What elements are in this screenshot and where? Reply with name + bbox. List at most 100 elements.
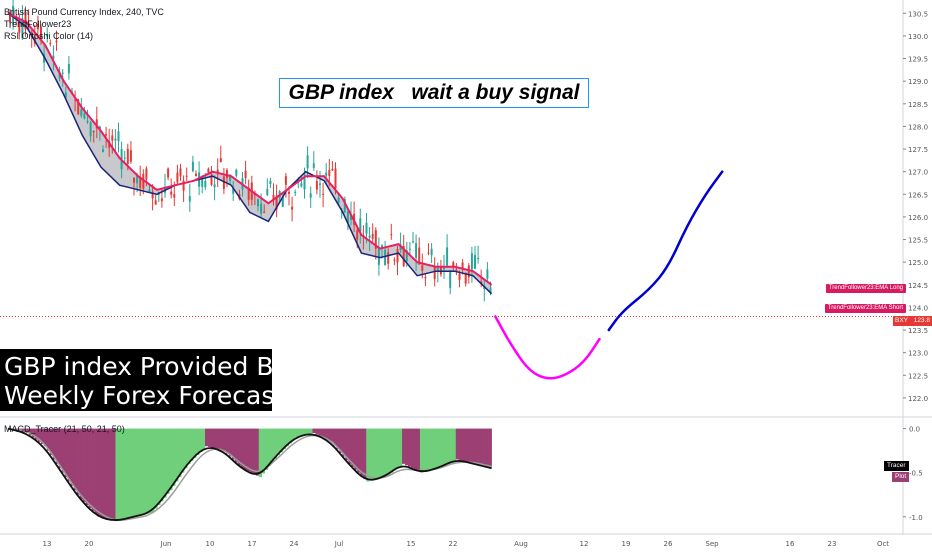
macd-bar bbox=[55, 428, 60, 464]
candle-body bbox=[80, 109, 83, 116]
macd-bar bbox=[324, 428, 328, 439]
macd-bar bbox=[103, 428, 107, 519]
candle-body bbox=[408, 248, 411, 250]
indicator-trendfollower-label[interactable]: TrendFollower23 bbox=[4, 19, 72, 29]
macd-bar bbox=[396, 428, 400, 469]
macd-bar bbox=[282, 428, 286, 450]
macd-bar bbox=[405, 428, 409, 466]
candle-body bbox=[176, 172, 179, 183]
macd-bar bbox=[46, 428, 51, 451]
macd-bar bbox=[327, 428, 331, 441]
candle-body bbox=[402, 246, 405, 267]
macd-bar bbox=[351, 428, 355, 467]
macd-bar bbox=[455, 428, 460, 460]
candle-body bbox=[455, 269, 458, 272]
candle-body bbox=[315, 181, 318, 190]
symbol-label: BXY bbox=[895, 317, 908, 324]
macd-bar bbox=[300, 428, 304, 436]
candle-body bbox=[160, 198, 163, 202]
macd-bar bbox=[354, 428, 358, 470]
ema-long-line bbox=[7, 12, 493, 286]
candle-body bbox=[201, 177, 204, 187]
macd-bar bbox=[315, 428, 319, 435]
macd-bar bbox=[97, 428, 101, 517]
x-tick-label: Jul bbox=[334, 540, 344, 548]
y-tick-label: 129.5 bbox=[908, 56, 928, 64]
candle-body bbox=[300, 183, 303, 187]
candle-body bbox=[52, 55, 55, 59]
macd-bar bbox=[124, 428, 128, 519]
indicator-rsi-label[interactable]: RSI Ortoshi Color (14) bbox=[4, 31, 94, 41]
macd-bar bbox=[172, 428, 176, 486]
macd-bar bbox=[231, 428, 236, 460]
candle-body bbox=[356, 230, 359, 240]
candle-body bbox=[142, 173, 145, 189]
candle-body bbox=[126, 148, 129, 164]
macd-bar bbox=[40, 428, 45, 445]
candle-body bbox=[415, 243, 418, 258]
macd-bar bbox=[431, 428, 436, 470]
macd-bar bbox=[294, 428, 298, 438]
macd-bar bbox=[440, 428, 445, 467]
candle-body bbox=[136, 175, 139, 184]
macd-bar bbox=[187, 428, 191, 464]
macd-bar bbox=[154, 428, 158, 509]
macd-bar bbox=[428, 428, 433, 471]
x-tick-label: Oct bbox=[877, 540, 889, 548]
y-tick-label: 123.0 bbox=[908, 350, 928, 358]
candle-body bbox=[151, 191, 154, 199]
macd-bar bbox=[461, 428, 466, 461]
candle-body bbox=[337, 197, 340, 203]
y-tick-label: 125.5 bbox=[908, 237, 928, 245]
candle-body bbox=[9, 12, 11, 23]
macd-bar bbox=[318, 428, 322, 436]
macd-bar bbox=[234, 428, 239, 463]
last-price-label: 123.8 bbox=[913, 317, 930, 324]
x-tick-label: 10 bbox=[206, 540, 215, 548]
macd-bar bbox=[202, 428, 206, 450]
macd-bar bbox=[342, 428, 346, 457]
macd-bar bbox=[181, 428, 185, 473]
x-tick-label: 19 bbox=[622, 540, 631, 548]
candle-body bbox=[213, 184, 216, 188]
x-tick-label: 16 bbox=[786, 540, 795, 548]
x-tick-label: Jun bbox=[160, 540, 172, 548]
candle-body bbox=[452, 262, 455, 267]
macd-bar bbox=[58, 428, 63, 469]
y-tick-label: 130.5 bbox=[908, 10, 928, 18]
macd-bar bbox=[348, 428, 352, 464]
macd-bar bbox=[49, 428, 54, 456]
y-tick-label: 126.0 bbox=[908, 214, 928, 222]
x-tick-label: 15 bbox=[407, 540, 416, 548]
candle-body bbox=[306, 155, 309, 169]
candle-body bbox=[359, 218, 362, 232]
y-tick-label: 123.5 bbox=[908, 327, 928, 335]
macd-bar bbox=[425, 428, 430, 472]
callout-buy-signal[interactable]: GBP index wait a buy signal bbox=[279, 78, 589, 108]
candle-body bbox=[340, 211, 343, 213]
candle-body bbox=[117, 131, 120, 142]
x-tick-label: 23 bbox=[828, 540, 837, 548]
macd-histogram bbox=[8, 428, 492, 522]
macd-bar bbox=[458, 428, 463, 461]
macd-bar bbox=[157, 428, 161, 506]
macd-bar bbox=[273, 428, 277, 459]
macd-bar bbox=[408, 428, 412, 467]
macd-bar bbox=[249, 428, 254, 473]
candle-body bbox=[269, 180, 272, 184]
candle-body bbox=[219, 158, 222, 163]
candle-body bbox=[46, 34, 49, 37]
macd-pane-title[interactable]: MACD_Tracer (21, 50, 21, 50) bbox=[4, 424, 125, 434]
candle-body bbox=[21, 18, 24, 39]
macd-bar bbox=[37, 428, 42, 442]
macd-bar bbox=[330, 428, 334, 442]
macd-bar bbox=[333, 428, 337, 446]
candle-body bbox=[381, 245, 383, 249]
macd-bar bbox=[291, 428, 295, 441]
macd-bar bbox=[437, 428, 442, 469]
candle-body bbox=[418, 247, 421, 265]
x-tick-label: Aug bbox=[514, 540, 528, 548]
chart-title[interactable]: British Pound Currency Index, 240, TVC bbox=[4, 7, 164, 17]
macd-bar bbox=[175, 428, 179, 482]
candle-body bbox=[343, 198, 346, 213]
